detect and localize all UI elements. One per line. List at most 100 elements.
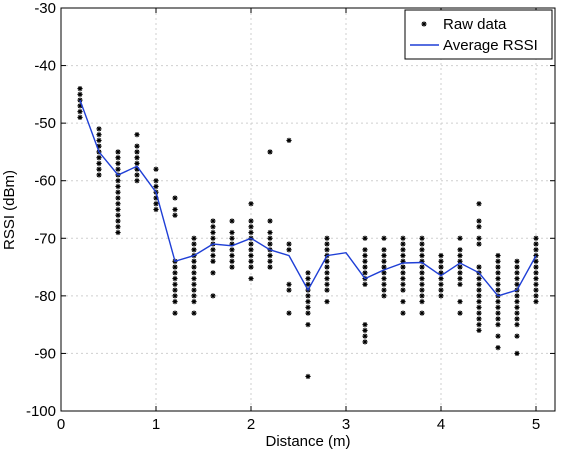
raw-data-point <box>438 293 444 299</box>
raw-data-point <box>514 316 520 322</box>
raw-data-point <box>267 218 273 224</box>
raw-data-point <box>514 293 520 299</box>
raw-data-point <box>457 275 463 282</box>
raw-data-point <box>115 224 121 230</box>
raw-data-point <box>362 327 368 333</box>
raw-data-point <box>324 241 330 247</box>
raw-data-point <box>495 345 501 351</box>
raw-data-point <box>381 252 387 259</box>
raw-data-point <box>210 218 216 224</box>
raw-data-point <box>172 287 178 293</box>
raw-data-point <box>457 252 463 259</box>
plot-frame <box>60 7 556 412</box>
legend-star-glyph <box>421 21 427 27</box>
raw-data-point <box>457 264 463 270</box>
raw-data-point <box>115 229 121 236</box>
raw-data-point <box>210 235 216 241</box>
raw-data-point <box>514 322 520 328</box>
raw-data-point <box>115 201 121 207</box>
raw-data-point <box>362 235 368 241</box>
raw-data-point <box>267 241 273 247</box>
y-tick-label: -70 <box>34 230 56 247</box>
raw-data-point <box>191 310 197 316</box>
raw-data-point <box>438 252 444 259</box>
raw-data-point <box>533 293 539 299</box>
raw-data-point <box>96 172 102 178</box>
raw-data-point <box>267 258 273 264</box>
raw-data-point <box>324 287 330 293</box>
raw-data-point <box>286 287 292 293</box>
raw-data-point <box>514 281 520 287</box>
y-tick-labels: -100 -90 -80 -70 -60 -50 -40 -30 <box>26 0 56 420</box>
raw-data-point <box>305 270 311 276</box>
raw-data-point <box>191 270 197 276</box>
raw-data-point <box>153 183 159 190</box>
raw-data-point <box>419 235 425 241</box>
raw-data-point <box>210 293 216 299</box>
raw-data-point <box>400 299 406 305</box>
raw-data-point <box>419 310 425 316</box>
raw-data-point <box>495 299 501 305</box>
raw-data-point <box>476 264 482 270</box>
raw-data-point <box>134 155 140 161</box>
legend-raw-data-marker <box>421 21 427 27</box>
raw-data-point <box>191 258 197 264</box>
raw-data-point <box>514 310 520 316</box>
raw-data-point <box>248 201 254 207</box>
raw-data-point <box>305 373 311 380</box>
raw-data-point <box>229 235 235 241</box>
raw-data-point <box>172 275 178 282</box>
raw-data-point <box>134 178 140 184</box>
raw-data-point <box>495 310 501 316</box>
raw-data-point <box>476 275 482 282</box>
raw-data-point <box>229 252 235 259</box>
raw-data-point <box>362 258 368 264</box>
raw-data-point <box>172 299 178 305</box>
raw-data-point <box>533 275 539 282</box>
raw-data-point <box>172 270 178 276</box>
raw-data-point <box>362 247 368 253</box>
raw-data-point <box>476 293 482 299</box>
raw-data-point <box>153 166 159 172</box>
raw-data-point <box>305 310 311 316</box>
raw-data-point <box>381 247 387 253</box>
raw-data-point <box>305 293 311 299</box>
raw-data-point <box>172 206 178 213</box>
raw-data-point <box>419 287 425 293</box>
raw-data-point <box>476 218 482 224</box>
legend-box <box>404 9 553 60</box>
raw-data-point <box>324 235 330 241</box>
x-tick-label: 4 <box>437 416 445 433</box>
raw-data-point <box>248 247 254 253</box>
raw-data-point <box>419 275 425 282</box>
raw-data-point <box>495 281 501 287</box>
raw-data-point <box>438 287 444 293</box>
raw-data-point <box>191 299 197 305</box>
raw-data-point <box>172 281 178 287</box>
raw-data-point <box>324 299 330 305</box>
raw-data-point <box>96 126 102 132</box>
raw-data-point <box>153 201 159 207</box>
raw-data-point <box>96 166 102 172</box>
raw-data-point <box>362 270 368 276</box>
raw-data-point <box>96 155 102 161</box>
raw-data-point <box>248 258 254 264</box>
raw-data-point <box>134 143 140 149</box>
raw-data-point <box>495 270 501 276</box>
raw-data-point <box>267 252 273 259</box>
raw-data-point <box>381 275 387 282</box>
raw-data-point <box>457 299 463 305</box>
raw-data-point <box>514 304 520 310</box>
raw-data-point <box>172 195 178 201</box>
raw-data-point <box>115 166 121 172</box>
x-axis-label: Distance (m) <box>265 433 350 450</box>
raw-data-point <box>267 149 273 155</box>
raw-data-point <box>172 310 178 316</box>
raw-data-point <box>115 155 121 161</box>
raw-data-point <box>153 178 159 184</box>
raw-data-point <box>476 281 482 287</box>
y-tick-label: -80 <box>34 288 56 305</box>
raw-data-point <box>77 86 83 92</box>
raw-data-point <box>476 235 482 241</box>
raw-data-point <box>248 241 254 247</box>
